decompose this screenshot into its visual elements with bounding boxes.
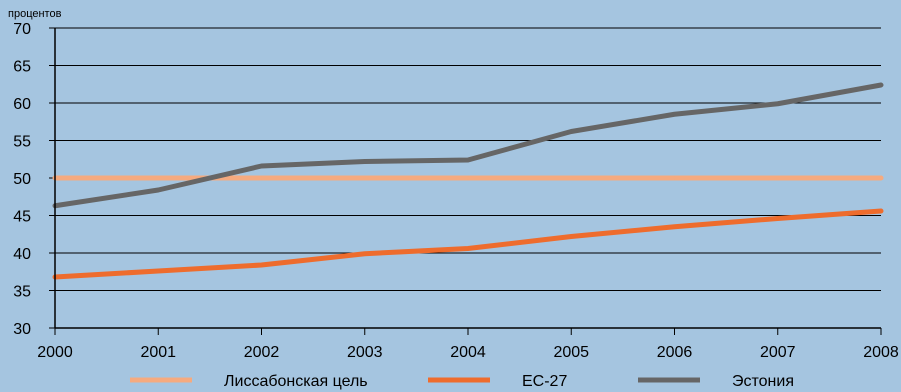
data-point	[879, 209, 883, 213]
legend-label: Эстония	[732, 373, 794, 390]
data-point	[363, 252, 367, 256]
y-axis-ticks: 30 35 40 45 50 55 60 65 70	[13, 21, 55, 338]
x-tick-label: 2005	[553, 344, 589, 361]
data-point	[569, 130, 573, 133]
x-tick-label: 2002	[244, 344, 280, 361]
data-point	[260, 176, 263, 180]
y-axis-unit-label: процентов	[8, 8, 62, 20]
data-point	[776, 176, 780, 180]
data-point	[156, 188, 160, 192]
data-point	[879, 176, 883, 180]
y-tick-label: 45	[13, 209, 31, 226]
legend-label: Лиссабонская цель	[224, 373, 368, 390]
x-tick-label: 2003	[347, 344, 383, 361]
series-lines	[52, 82, 884, 280]
x-tick-label: 2008	[863, 344, 899, 361]
data-point	[569, 235, 573, 238]
y-tick-label: 55	[13, 134, 31, 151]
data-point	[156, 176, 160, 180]
data-point	[673, 176, 676, 180]
data-point	[673, 112, 676, 116]
legend: Лиссабонская цель ЕС-27 Эстония	[130, 373, 794, 390]
data-point	[569, 176, 573, 180]
data-point	[879, 83, 883, 87]
x-tick-label: 2006	[657, 344, 693, 361]
x-tick-label: 2001	[140, 344, 176, 361]
data-point	[466, 158, 470, 162]
series-line-2	[52, 208, 884, 280]
data-point	[156, 269, 160, 273]
data-point	[260, 164, 263, 168]
data-point	[363, 160, 367, 163]
data-point	[260, 263, 263, 267]
y-tick-label: 30	[13, 321, 31, 338]
x-tick-label: 2000	[37, 344, 73, 361]
y-tick-label: 35	[13, 284, 31, 301]
data-point	[363, 176, 367, 180]
data-point	[776, 102, 780, 106]
data-point	[673, 225, 676, 229]
x-tick-label: 2007	[760, 344, 796, 361]
x-tick-label: 2004	[450, 344, 486, 361]
data-point	[466, 247, 470, 250]
y-tick-label: 60	[13, 96, 31, 113]
data-point	[776, 217, 780, 220]
y-tick-label: 50	[13, 171, 31, 188]
legend-label: ЕС-27	[522, 373, 567, 390]
y-tick-label: 70	[13, 21, 31, 38]
data-point	[466, 176, 470, 180]
y-tick-label: 40	[13, 246, 31, 263]
y-tick-label: 65	[13, 59, 31, 76]
x-axis-ticks: 2000 2001 2002 2003 2004 2005 2006 2007 2008	[37, 328, 899, 361]
